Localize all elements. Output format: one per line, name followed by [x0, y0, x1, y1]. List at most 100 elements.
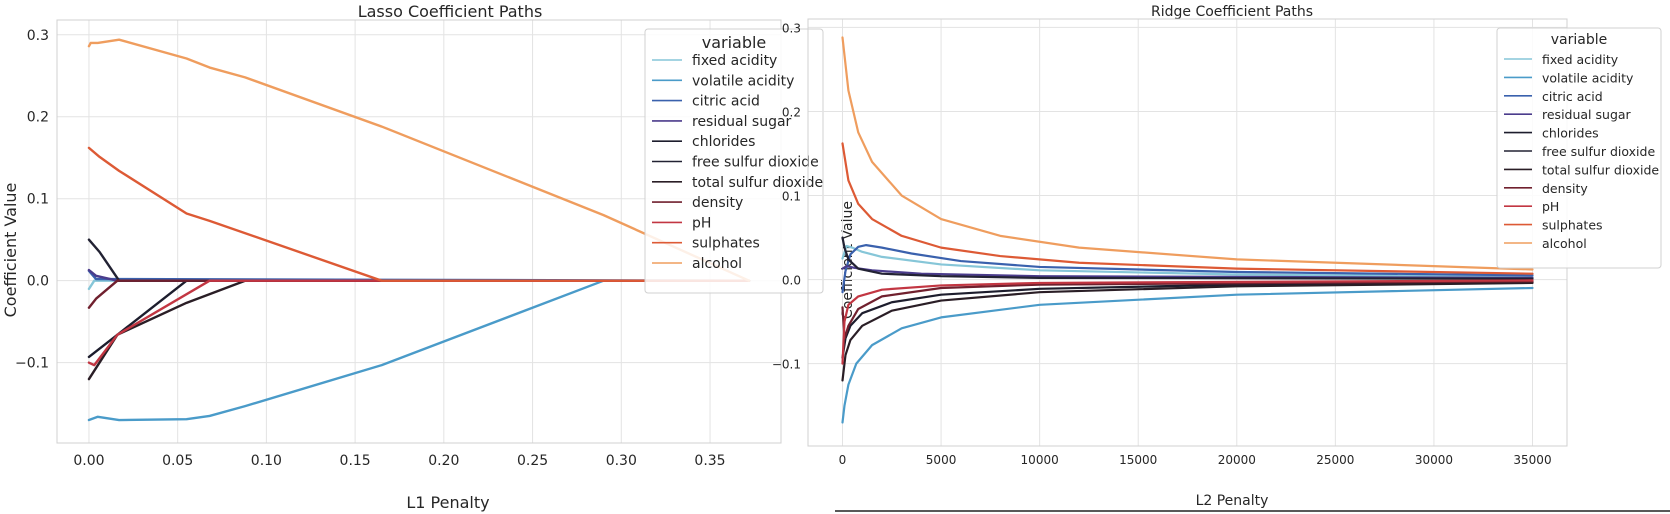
- legend-label: residual sugar: [692, 114, 792, 130]
- ridge-line-total-sulfur-dioxide: [841, 281, 1534, 382]
- ridge-y-tick-label: 0.1: [782, 190, 801, 204]
- ridge-line-fixed-acidity: [841, 244, 1534, 279]
- lasso-y-tick-label: −0.1: [15, 356, 49, 372]
- legend-label: residual sugar: [1542, 107, 1632, 122]
- legend-label: sulphates: [692, 236, 760, 252]
- lasso-x-tick-label: 0.20: [428, 453, 459, 469]
- legend-label: pH: [692, 215, 711, 231]
- ridge-legend-items: fixed acidity volatile acidity citric acid…: [1504, 52, 1659, 251]
- lasso-x-axis-label: L1 Penalty: [406, 493, 489, 512]
- legend-label: chlorides: [1542, 126, 1599, 141]
- legend-item-volatile-acidity: volatile acidity: [652, 73, 794, 89]
- legend-label: total sulfur dioxide: [1542, 162, 1659, 177]
- lasso-ticks: 0.00 0.05 0.10 0.15 0.20 0.25 0.30 0.35 −0.1 0.0 0…: [15, 28, 726, 469]
- legend-item-alcohol: alcohol: [1504, 236, 1587, 251]
- ridge-chart: Ridge Coefficient Paths L2 Penalty Coeff…: [772, 4, 1670, 512]
- legend-label: alcohol: [692, 256, 742, 272]
- ridge-line-sulphates: [841, 142, 1534, 275]
- ridge-x-tick-label: 35000: [1513, 453, 1551, 467]
- lasso-lines: [87, 38, 751, 422]
- legend-label: density: [692, 195, 743, 211]
- lasso-line-sulphates: [87, 146, 751, 282]
- lasso-y-tick-label: 0.0: [27, 274, 49, 290]
- ridge-chart-title: Ridge Coefficient Paths: [1151, 4, 1313, 20]
- legend-item-ph: pH: [1504, 199, 1559, 214]
- ridge-x-tick-label: 20000: [1218, 453, 1256, 467]
- lasso-x-tick-label: 0.15: [340, 453, 371, 469]
- lasso-y-axis-label: Coefficient Value: [1, 183, 20, 318]
- lasso-x-tick-label: 0.30: [606, 453, 637, 469]
- legend-item-total-sulfur-dioxide: total sulfur dioxide: [652, 175, 823, 191]
- lasso-x-tick-label: 0.05: [162, 453, 193, 469]
- legend-label: pH: [1542, 199, 1559, 214]
- legend-label: total sulfur dioxide: [692, 175, 823, 191]
- legend-item-fixed-acidity: fixed acidity: [652, 53, 777, 69]
- ridge-x-tick-label: 10000: [1021, 453, 1059, 467]
- lasso-line-alcohol: [87, 38, 751, 282]
- ridge-y-tick-label: 0.0: [782, 274, 801, 288]
- legend-item-sulphates: sulphates: [652, 236, 760, 252]
- ridge-legend: variable fixed acidity volatile acidity ci…: [1496, 27, 1662, 269]
- ridge-ticks: 0 5000 10000 15000 20000 25000 30000 35000 −0.1 0…: [772, 21, 1552, 467]
- legend-item-residual-sugar: residual sugar: [652, 114, 792, 130]
- legend-label: density: [1542, 181, 1588, 196]
- ridge-line-density: [841, 280, 1534, 340]
- ridge-lines: [841, 36, 1534, 424]
- lasso-chart-title: Lasso Coefficient Paths: [358, 2, 543, 21]
- legend-item-chlorides: chlorides: [1504, 126, 1599, 141]
- legend-item-citric-acid: citric acid: [652, 94, 760, 110]
- lasso-legend-title: variable: [702, 33, 767, 52]
- ridge-line-residual-sugar: [841, 265, 1534, 279]
- legend-item-citric-acid: citric acid: [1504, 89, 1603, 104]
- legend-item-density: density: [1504, 181, 1588, 196]
- ridge-line-chlorides: [841, 280, 1534, 359]
- ridge-x-tick-label: 30000: [1415, 453, 1453, 467]
- legend-label: sulphates: [1542, 218, 1603, 233]
- legend-item-chlorides: chlorides: [652, 134, 755, 150]
- legend-label: volatile acidity: [692, 73, 794, 89]
- legend-item-fixed-acidity: fixed acidity: [1504, 52, 1619, 67]
- lasso-line-volatile-acidity: [87, 279, 751, 422]
- legend-label: volatile acidity: [1542, 70, 1634, 85]
- lasso-chart: Lasso Coefficient Paths L1 Penalty Coeff…: [1, 2, 824, 512]
- lasso-y-tick-label: 0.3: [27, 28, 49, 44]
- legend-label: citric acid: [692, 94, 760, 110]
- ridge-y-tick-label: −0.1: [772, 358, 801, 372]
- legend-label: fixed acidity: [1542, 52, 1619, 67]
- lasso-y-tick-label: 0.1: [27, 192, 49, 208]
- legend-item-density: density: [652, 195, 743, 211]
- ridge-x-tick-label: 5000: [926, 453, 957, 467]
- ridge-legend-box: [1496, 27, 1662, 269]
- legend-item-free-sulfur-dioxide: free sulfur dioxide: [1504, 144, 1655, 159]
- legend-label: chlorides: [692, 134, 755, 150]
- legend-item-sulphates: sulphates: [1504, 218, 1603, 233]
- ridge-y-tick-label: 0.2: [782, 105, 801, 119]
- lasso-legend-box: [644, 28, 824, 294]
- lasso-y-tick-label: 0.2: [27, 110, 49, 126]
- legend-label: free sulfur dioxide: [692, 155, 819, 171]
- ridge-legend-title: variable: [1551, 32, 1607, 48]
- legend-item-total-sulfur-dioxide: total sulfur dioxide: [1504, 162, 1659, 177]
- ridge-y-tick-label: 0.3: [782, 21, 801, 35]
- ridge-x-tick-label: 15000: [1119, 453, 1157, 467]
- legend-label: citric acid: [1542, 89, 1603, 104]
- lasso-x-tick-label: 0.25: [517, 453, 548, 469]
- ridge-line-volatile-acidity: [841, 286, 1534, 424]
- legend-item-residual-sugar: residual sugar: [1504, 107, 1632, 122]
- ridge-line-ph: [841, 279, 1534, 365]
- lasso-x-tick-label: 0.00: [73, 453, 104, 469]
- lasso-x-tick-label: 0.10: [251, 453, 282, 469]
- lasso-x-tick-label: 0.35: [694, 453, 725, 469]
- legend-item-alcohol: alcohol: [652, 256, 742, 272]
- ridge-line-alcohol: [841, 36, 1534, 271]
- ridge-x-tick-label: 25000: [1316, 453, 1354, 467]
- ridge-line-free-sulfur-dioxide: [841, 236, 1534, 280]
- legend-label: alcohol: [1542, 236, 1587, 251]
- legend-item-ph: pH: [652, 215, 711, 231]
- legend-item-volatile-acidity: volatile acidity: [1504, 70, 1634, 85]
- ridge-x-axis-label: L2 Penalty: [1196, 493, 1269, 509]
- lasso-legend-items: fixed acidity volatile acidity citric acid…: [652, 53, 823, 272]
- legend-label: fixed acidity: [692, 53, 777, 69]
